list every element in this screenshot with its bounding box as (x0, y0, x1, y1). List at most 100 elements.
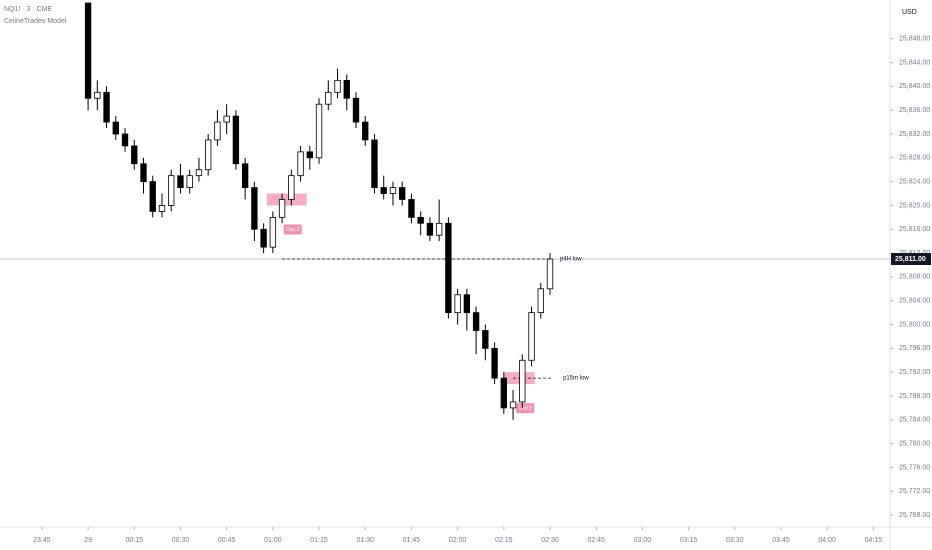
chart-subtitle: CelineTrades Model (4, 18, 67, 25)
candle-body (482, 330, 489, 349)
candle-body (362, 121, 369, 141)
level-label: p4H low (560, 257, 582, 263)
x-tick-label: 03:00 (634, 537, 652, 544)
candle-body (435, 222, 443, 236)
candle-body (463, 294, 471, 314)
y-tick-label: 25,820.00 (899, 202, 930, 209)
y-tick-label: 25,848.00 (899, 36, 930, 43)
x-tick-label: 01:45 (403, 537, 421, 544)
x-tick-label: 02:15 (495, 537, 513, 544)
candle-body (186, 175, 193, 188)
last-price-tag (891, 253, 931, 266)
candle-body (343, 79, 350, 99)
y-tick-label: 25,788.00 (899, 393, 930, 400)
x-tick-label: 01:30 (356, 537, 374, 544)
candle-body (131, 145, 138, 165)
y-tick-label: 25,828.00 (899, 155, 930, 162)
candle-body (426, 222, 434, 236)
candle-body (168, 175, 175, 206)
candle-body (140, 163, 147, 183)
candle-body (417, 216, 424, 224)
candle-body (288, 175, 295, 200)
zone-label: Day 3 (519, 405, 532, 411)
candle-body (325, 91, 332, 105)
x-tick-label: 03:15 (680, 537, 698, 544)
y-tick-label: 25,816.00 (899, 226, 930, 233)
x-tick-label: 01:00 (264, 537, 282, 544)
candle-body (509, 401, 517, 409)
currency: USD (902, 9, 917, 16)
candle-body (94, 91, 101, 99)
candle-body (306, 151, 313, 159)
y-tick-label: 25,800.00 (899, 321, 930, 328)
candle-body (528, 312, 535, 361)
zone-tag (283, 224, 302, 235)
x-tick-label: 02:45 (587, 537, 605, 544)
x-tick-label: 03:45 (772, 537, 790, 544)
candle-body (519, 359, 526, 403)
candle-body (537, 288, 544, 314)
y-tick-label: 25,796.00 (899, 345, 930, 352)
candle-body (195, 169, 203, 177)
level-label: p15m low (563, 376, 589, 382)
x-tick-label: 02:00 (449, 537, 467, 544)
x-tick-label: 04:15 (865, 537, 883, 544)
y-tick-label: 25,832.00 (899, 131, 930, 138)
y-tick-label: 25,840.00 (899, 83, 930, 90)
candle-body (408, 199, 415, 218)
x-tick-label: 00:30 (172, 537, 190, 544)
candle-body (121, 133, 129, 147)
candle-body (205, 139, 212, 171)
candle-body (149, 181, 156, 212)
candle-body (112, 121, 119, 135)
x-tick-label: 00:15 (126, 537, 144, 544)
candle-body (352, 97, 360, 123)
x-tick-label: 04:00 (818, 537, 836, 544)
candle-body (472, 312, 480, 331)
x-tick-label: 00:45 (218, 537, 236, 544)
y-tick-label: 25,768.00 (899, 512, 930, 519)
candle-body (399, 187, 406, 200)
candle-body (260, 228, 267, 248)
candle-body (491, 347, 498, 379)
candle-body (278, 199, 286, 218)
x-tick-label: 29 (84, 537, 92, 544)
candle-body (454, 294, 461, 314)
x-tick-label: 01:15 (310, 537, 328, 544)
candle-body (334, 79, 341, 93)
zone-tag (516, 403, 535, 414)
y-tick-label: 25,792.00 (899, 369, 930, 376)
chart-title: NQ1! · 3 · CME (4, 6, 53, 13)
candle-body (500, 377, 507, 409)
x-tick-label: 03:30 (726, 537, 744, 544)
candle-body (269, 216, 277, 248)
x-tick-label: 02:30 (541, 537, 559, 544)
candle-body (177, 175, 184, 188)
candle-body (223, 115, 230, 123)
candle-body (371, 139, 378, 188)
y-tick-label: 25,804.00 (899, 298, 930, 305)
y-tick-label: 25,776.00 (899, 464, 930, 471)
y-tick-label: 25,824.00 (899, 178, 930, 185)
candle-body (214, 121, 221, 141)
candle-body (546, 258, 554, 290)
candle-body (445, 222, 452, 314)
zone (266, 193, 307, 206)
candle-body (103, 91, 110, 123)
candle-body (84, 2, 92, 99)
candle-body (158, 205, 166, 212)
candle-body (232, 115, 240, 165)
candle-body (297, 151, 304, 177)
candle-body (389, 187, 397, 194)
candle-body (315, 103, 323, 159)
y-tick-label: 25,772.00 (899, 488, 930, 495)
y-tick-label: 25,836.00 (899, 107, 930, 114)
x-tick-label: 23:45 (33, 537, 51, 544)
candle-body (380, 187, 387, 194)
candle-body (241, 163, 249, 188)
y-tick-label: 25,844.00 (899, 59, 930, 66)
candle-body (251, 187, 258, 230)
y-tick-label: 25,808.00 (899, 274, 930, 281)
